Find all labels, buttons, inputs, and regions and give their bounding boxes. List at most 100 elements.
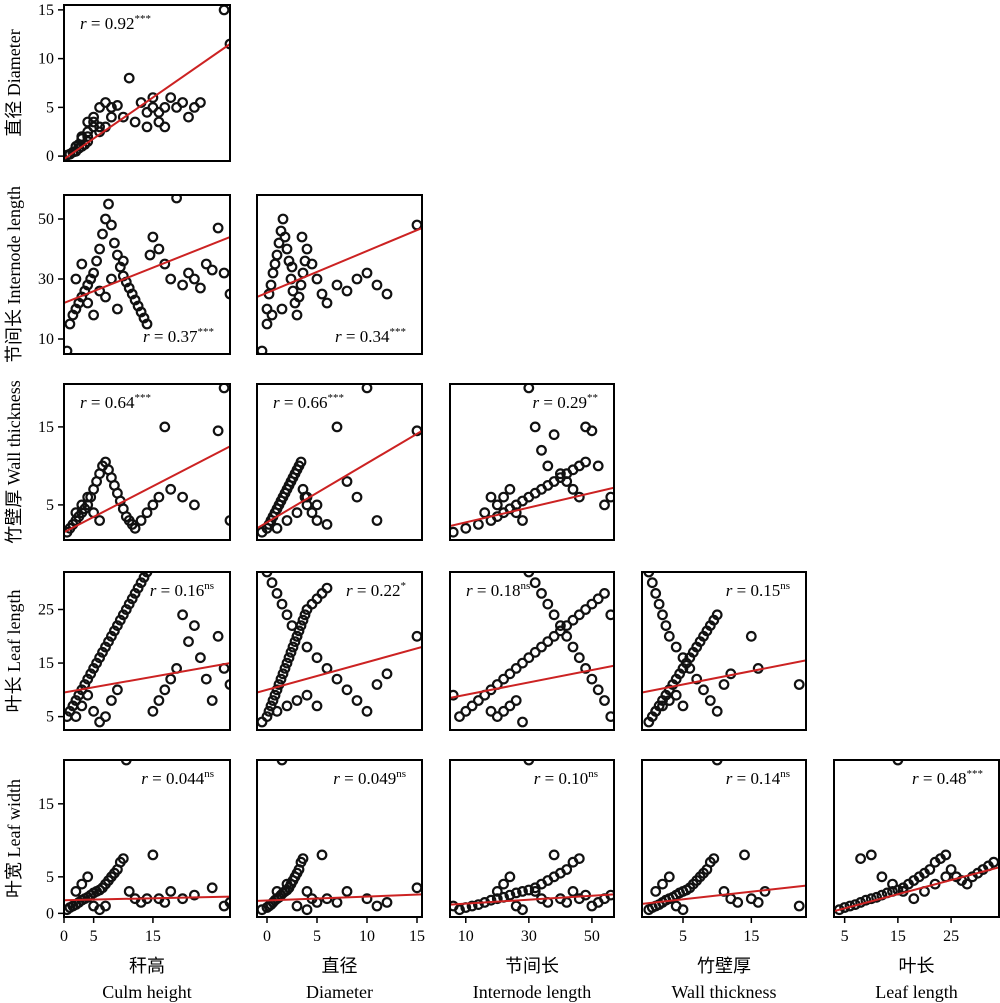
- data-point: [491, 893, 503, 905]
- data-point: [147, 499, 159, 511]
- data-point: [76, 258, 88, 270]
- data-point: [206, 882, 218, 894]
- y-tick-label: 5: [46, 709, 54, 726]
- data-point: [108, 625, 120, 637]
- y-tick-label: 15: [38, 419, 54, 436]
- data-point: [316, 288, 328, 300]
- data-point: [573, 652, 585, 664]
- x-tick-label: 15: [890, 928, 906, 945]
- panel-frame: [63, 383, 231, 541]
- y-tick-label: 10: [38, 331, 54, 348]
- data-point: [117, 255, 129, 267]
- data-point: [123, 598, 135, 610]
- regression-line: [642, 659, 806, 694]
- data-point: [316, 588, 328, 599]
- data-point: [70, 886, 82, 897]
- data-point: [871, 891, 882, 903]
- data-point: [605, 609, 614, 621]
- y-tick-label: 30: [38, 271, 54, 288]
- data-point: [523, 884, 535, 896]
- scatter-panel-r2-c1: r = 0.66***: [256, 383, 423, 541]
- data-point: [945, 864, 957, 875]
- data-point: [341, 684, 353, 696]
- data-point: [287, 285, 299, 297]
- correlation-label: r = 0.48***: [912, 768, 983, 788]
- data-point: [301, 904, 313, 916]
- data-point: [273, 237, 285, 249]
- scatter-panel-r4-c1: r = 0.049ns 0 5 10 15: [256, 759, 425, 945]
- y-tick-label: 15: [38, 2, 54, 19]
- data-point: [670, 689, 682, 701]
- data-point: [147, 705, 159, 717]
- x-axis-label-cn: 直径: [322, 956, 358, 976]
- data-point: [117, 111, 129, 123]
- data-point: [653, 598, 665, 610]
- data-point: [261, 711, 273, 722]
- scatter-panel-r2-c2: r = 0.29**: [449, 383, 615, 541]
- data-point: [491, 886, 503, 897]
- points-group: [64, 572, 230, 728]
- panel-frame: [641, 759, 807, 918]
- regression-line: [64, 895, 230, 902]
- panel-frame: [833, 759, 1000, 918]
- data-point: [141, 121, 153, 133]
- data-point: [592, 684, 604, 696]
- data-point: [91, 255, 102, 267]
- data-point: [592, 460, 604, 472]
- data-point: [144, 249, 156, 261]
- x-axis-label-en: Internode length: [473, 982, 591, 1002]
- data-point: [70, 507, 82, 519]
- data-point: [542, 460, 554, 472]
- data-point: [663, 871, 675, 883]
- x-tick-label: 0: [60, 928, 68, 945]
- data-point: [103, 198, 114, 210]
- data-point: [64, 345, 73, 354]
- y-tick-label: 0: [46, 148, 54, 165]
- data-point: [94, 515, 105, 526]
- data-point: [301, 243, 313, 255]
- x-axis-label-cn: 秆高: [129, 956, 165, 976]
- data-point: [567, 483, 579, 495]
- data-point: [586, 673, 598, 685]
- data-point: [454, 711, 465, 722]
- data-point: [555, 625, 566, 637]
- correlation-label: r = 0.66***: [273, 392, 344, 412]
- data-point: [504, 668, 516, 680]
- data-point: [295, 456, 307, 468]
- x-axis-label-cn: 竹壁厚: [697, 956, 751, 976]
- data-point: [529, 421, 541, 433]
- data-point: [147, 849, 159, 861]
- data-point: [657, 609, 668, 621]
- data-point: [271, 705, 283, 717]
- regression-line: [257, 429, 422, 530]
- data-point: [491, 711, 503, 722]
- panel-frame: [641, 571, 807, 731]
- data-point: [865, 893, 877, 905]
- scatter-panel-r3-c2: r = 0.18ns: [449, 571, 615, 731]
- y-tick-label: 50: [38, 211, 54, 228]
- correlation-label: r = 0.14ns: [726, 768, 790, 788]
- data-point: [605, 491, 614, 503]
- data-point: [281, 878, 293, 890]
- data-point: [351, 273, 363, 285]
- y-axis-label: 叶长 Leaf length: [4, 590, 24, 713]
- data-point: [301, 641, 313, 653]
- data-point: [548, 429, 560, 441]
- data-point: [165, 673, 177, 685]
- data-point: [473, 899, 484, 910]
- data-point: [94, 652, 105, 664]
- panel-frame: [449, 383, 615, 541]
- data-point: [940, 849, 952, 861]
- data-point: [460, 705, 472, 717]
- data-point: [865, 849, 877, 861]
- data-point: [165, 483, 177, 495]
- data-point: [331, 279, 343, 291]
- x-tick-label: 25: [943, 928, 959, 945]
- data-point: [129, 522, 141, 534]
- correlation-label: r = 0.29**: [533, 392, 598, 412]
- scatter-panel-r3-c3: r = 0.15ns: [641, 571, 807, 731]
- scatter-panel-r4-c0: r = 0.044ns 0 5 15 0 5 15: [38, 759, 231, 945]
- panel-frame: [63, 194, 231, 355]
- data-point: [698, 684, 709, 696]
- data-point: [194, 652, 206, 664]
